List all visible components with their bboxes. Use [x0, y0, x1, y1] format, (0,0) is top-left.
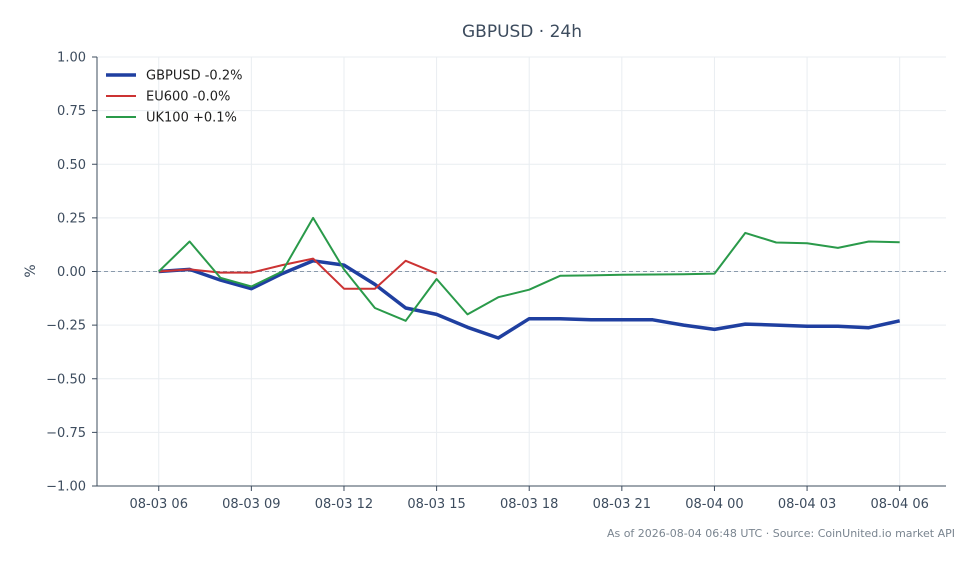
series-line-gbpusd [158, 259, 901, 340]
legend: GBPUSD -0.2% EU600 -0.0% UK100 +0.1% [106, 69, 242, 126]
x-tick-label: 08-04 00 [685, 497, 743, 512]
x-tick-label: 08-03 12 [315, 497, 373, 512]
series-line-eu600 [158, 257, 437, 290]
series-line-uk100 [158, 216, 900, 322]
x-tick-labels: 08-03 06 08-03 09 08-03 12 08-03 15 08-03 18… [130, 486, 929, 512]
y-tick-label: −1.00 [46, 480, 86, 495]
series-lines [158, 216, 901, 340]
y-tick-label: 0.50 [57, 158, 86, 173]
legend-label-eu600: EU600 -0.0% [146, 90, 230, 105]
x-tick-label: 08-04 06 [870, 497, 928, 512]
y-tick-label: 0.25 [57, 211, 86, 226]
x-tick-label: 08-03 18 [500, 497, 558, 512]
y-tick-label: 0.00 [57, 265, 86, 280]
x-tick-label: 08-03 09 [222, 497, 280, 512]
y-axis-label: % [23, 264, 39, 277]
y-tick-label: 0.75 [57, 104, 86, 119]
x-tick-label: 08-03 21 [593, 497, 651, 512]
x-tick-label: 08-04 03 [778, 497, 836, 512]
y-tick-label: −0.75 [46, 426, 86, 441]
x-tick-label: 08-03 15 [407, 497, 465, 512]
y-tick-label: −0.50 [46, 372, 86, 387]
chart-title: GBPUSD · 24h [462, 22, 582, 42]
x-tick-label: 08-03 06 [130, 497, 188, 512]
y-tick-label: −0.25 [46, 319, 86, 334]
y-tick-labels: 1.00 0.75 0.50 0.25 0.00 −0.25 −0.50 −0.75 −1.00 [46, 51, 97, 495]
footer-source-note: As of 2026-08-04 06:48 UTC · Source: Coi… [607, 527, 955, 540]
legend-label-uk100: UK100 +0.1% [146, 111, 237, 126]
legend-label-gbpusd: GBPUSD -0.2% [146, 69, 242, 84]
y-tick-label: 1.00 [57, 51, 86, 66]
